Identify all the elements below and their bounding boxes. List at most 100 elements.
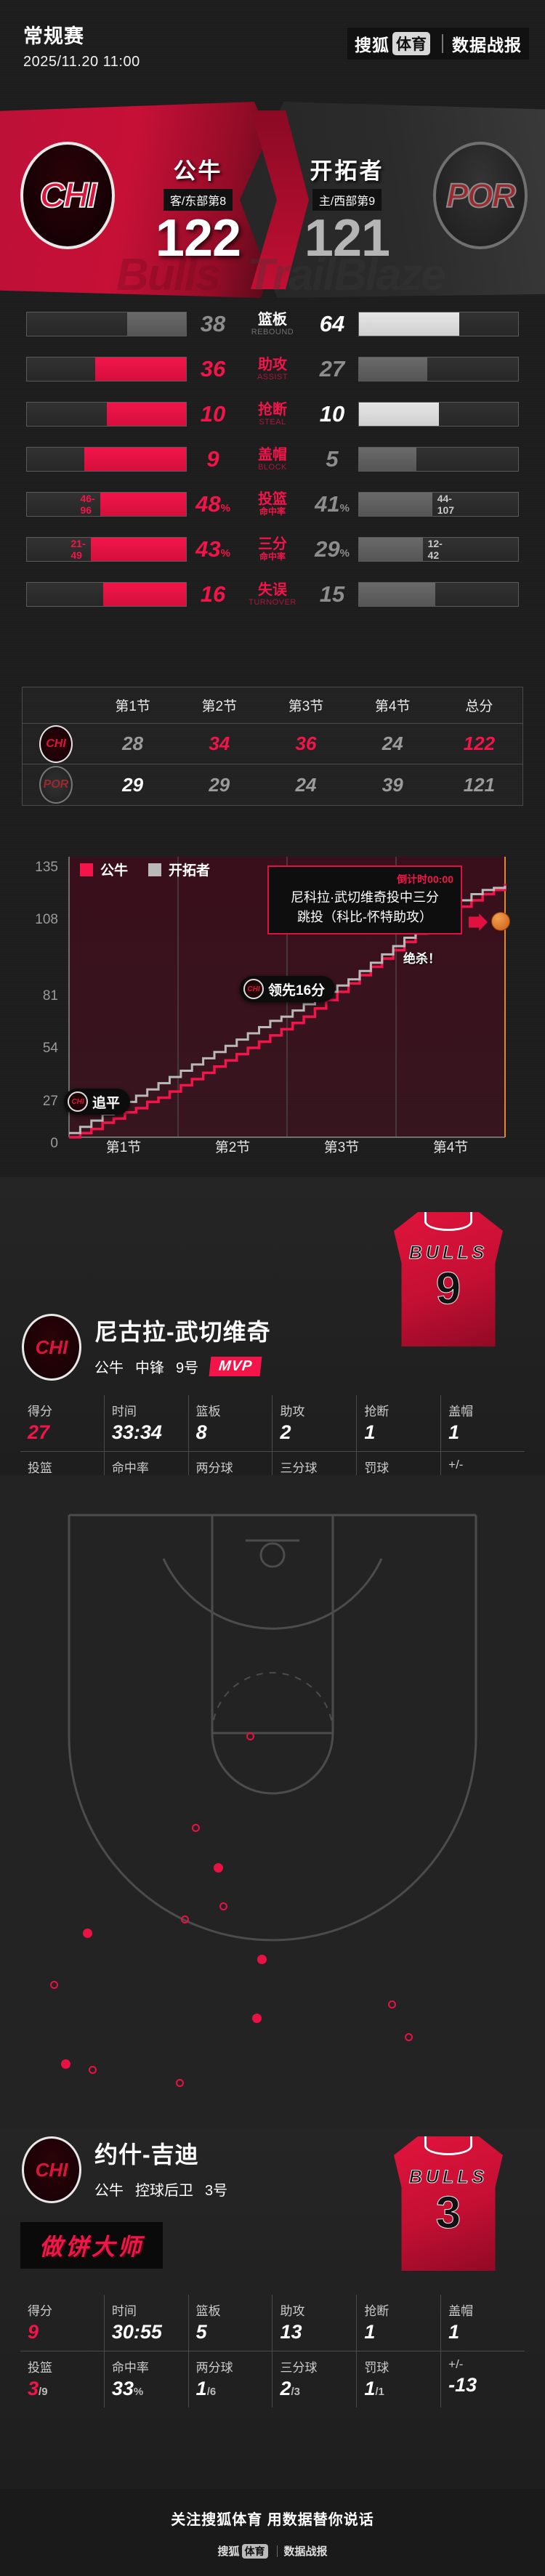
page-footer: 关注搜狐体育 用数据替你说话 搜狐 体育 数据战报	[0, 2489, 545, 2576]
player-stat-cell: 助攻 13	[272, 2295, 358, 2351]
player-stat-cell: 得分 9	[20, 2295, 105, 2351]
player-stat-label: 抢断	[364, 2304, 389, 2318]
quarter-row-team-logo: POR	[39, 766, 73, 804]
jersey-collar-1	[424, 1212, 472, 1231]
stat-bar-right	[358, 357, 519, 381]
player-2-stat-grid: 得分 9 时间 30:55 篮板 5 助攻 13 抢断 1 盖帽 1 投篮 3/9 命中率 33% 两分球 1/6…	[20, 2295, 525, 2407]
player-2-badge: 做饼大师	[20, 2222, 164, 2269]
player-stat-cell: 篮板 8	[189, 1395, 273, 1451]
player-stat-label: 时间	[111, 2304, 137, 2318]
shot-missed-marker	[404, 2033, 413, 2041]
pill-label-lead: 领先16分	[268, 982, 326, 998]
stat-value-right: 5	[326, 446, 339, 472]
y-tick-27: 27	[42, 1094, 58, 1109]
player-stat-value: 8	[195, 1421, 207, 1443]
player-stat-value: 9	[28, 2321, 39, 2343]
stat-label-en: REBOUND	[251, 327, 294, 336]
y-tick-108: 108	[35, 912, 58, 927]
player-stat-row-1: 得分 9 时间 30:55 篮板 5 助攻 13 抢断 1 盖帽 1	[20, 2295, 525, 2351]
away-team-abbr: POR	[445, 176, 517, 215]
player-card-2: BULLS 3 CHI 约什-吉迪 公牛 控球后卫 3号 做饼大师 得分 9 时间 3…	[0, 2129, 545, 2489]
stat-value-left: 36	[200, 356, 226, 381]
player-stat-cell: 助攻 2	[272, 1395, 358, 1451]
quarter-score-table: 第1节 第2节 第3节 第4节 总分 CHI 28 34 36 24 122 POR 29 29 24 39 1…	[22, 687, 523, 806]
player-2-number: 3号	[205, 2183, 228, 2199]
footer-tagline: 关注搜狐体育 用数据替你说话	[171, 2512, 374, 2528]
stat-row: 46-96 48% 投篮 命中率 41% 44-107	[0, 482, 545, 527]
player-stat-label: 三分球	[280, 2361, 318, 2375]
quarter-row-team-logo: CHI	[39, 724, 73, 763]
team-stats-comparison: 38 篮板 REBOUND 64 36 助攻 ASSIST 27 10 抢断 STEAL 10 9 盖帽 B…	[0, 302, 545, 617]
player-stat-cell: 盖帽 1	[441, 1395, 525, 1451]
away-team-score: 121	[304, 209, 390, 267]
stat-label-en: STEAL	[259, 417, 286, 427]
player-1-jersey: BULLS 9	[394, 1212, 503, 1346]
jersey-collar-2	[424, 2136, 472, 2155]
legend-label-home: 公牛	[100, 863, 129, 879]
stat-value-right: 15	[319, 581, 345, 607]
stat-row: 9 盖帽 BLOCK 5	[0, 437, 545, 482]
quarter-score-cell: 122	[463, 732, 496, 754]
shot-missed-marker	[181, 1915, 189, 1923]
shot-missed-marker	[88, 2066, 97, 2074]
player-1-jersey-number: 9	[435, 1264, 461, 1314]
brand-section-label: 数据战报	[452, 36, 522, 54]
player-2-team-abbr: CHI	[35, 2158, 68, 2181]
player-stat-label: 命中率	[111, 1461, 149, 1475]
callout-line-1: 尼科拉·武切维奇投中三分	[291, 890, 439, 905]
stat-label-en: ASSIST	[257, 372, 288, 381]
player-stat-label: 盖帽	[448, 2304, 474, 2318]
player-stat-label: 助攻	[280, 1405, 305, 1418]
player-stat-label: 罚球	[364, 2361, 389, 2375]
player-2-name: 约什-吉迪	[94, 2141, 199, 2168]
away-team-rank: 主/西部第9	[312, 189, 382, 211]
player-stat-value: 33:34	[111, 1421, 162, 1443]
footer-brand-part3: 数据战报	[283, 2545, 328, 2558]
shot-markers	[0, 1475, 545, 2129]
player-2-jersey-name: BULLS	[408, 2167, 488, 2188]
player-2-team: 公牛	[94, 2183, 124, 2199]
chart-x-axis-labels: 第1节 第2节 第3节 第4节	[69, 1136, 505, 1156]
quarter-header-cell: 第1节	[115, 699, 150, 714]
chart-callout: 倒计时00:00 尼科拉·武切维奇投中三分 跳投（科比-怀特助攻）	[267, 865, 462, 934]
stat-bar-right	[358, 582, 519, 607]
quarter-score-cell: 36	[295, 732, 317, 754]
player-stat-cell: 篮板 5	[189, 2295, 273, 2351]
pill-team-logo-lead: CHI	[243, 979, 264, 999]
player-stat-label: 得分	[28, 1405, 52, 1418]
player-stat-label: 两分球	[195, 2361, 233, 2375]
stat-label-cn: 助攻	[258, 356, 287, 373]
player-1-jersey-name: BULLS	[408, 1243, 488, 1264]
player-stat-label: 得分	[28, 2304, 52, 2318]
quarter-score-cell: 29	[122, 773, 144, 796]
shot-missed-marker	[219, 1902, 227, 1910]
player-2-header: CHI 约什-吉迪 公牛 控球后卫 3号	[22, 2136, 227, 2203]
shot-missed-marker	[246, 1732, 254, 1740]
stat-value-left: 9	[206, 446, 219, 472]
x-label-q3: 第3节	[323, 1140, 360, 1155]
player-stat-row-2: 投篮 3/9 命中率 33% 两分球 1/6 三分球 2/3 罚球 1/1 +/- -13	[20, 2351, 525, 2407]
player-1-number: 9号	[176, 1360, 199, 1376]
player-stat-value: 2	[280, 1421, 291, 1443]
player-stat-value: -13	[448, 2374, 477, 2396]
shot-made-marker	[214, 1863, 223, 1873]
stat-fraction-left: 46-96	[80, 493, 95, 516]
player-1-team-logo: CHI	[22, 1314, 81, 1381]
stat-value-left: 43%	[195, 536, 230, 562]
player-stat-cell: 两分球 1/6	[188, 2351, 273, 2407]
footer-brand-part1: 搜狐	[217, 2545, 240, 2558]
player-2-jersey-number: 3	[435, 2188, 461, 2238]
stat-label: 篮板 REBOUND	[239, 312, 306, 336]
quarter-table-header: 第1节 第2节 第3节 第4节 总分	[23, 687, 522, 724]
quarter-table-row: CHI 28 34 36 24 122	[23, 724, 522, 764]
legend-swatch-home	[80, 863, 93, 876]
player-stat-cell: 投篮 3/9	[20, 2351, 105, 2407]
chart-annotation-buzzerbeater: 绝杀！	[403, 952, 440, 966]
player-1-team: 公牛	[94, 1360, 124, 1376]
player-1-identity: 尼古拉-武切维奇 公牛 中锋 9号 MVP	[94, 1314, 271, 1377]
game-datetime: 2025/11.20 11:00	[23, 54, 140, 70]
player-stat-cell: 命中率 33%	[104, 2351, 189, 2407]
stat-bar-right	[358, 402, 519, 427]
stat-row: 21-49 43% 三分 命中率 29% 12-42	[0, 527, 545, 572]
